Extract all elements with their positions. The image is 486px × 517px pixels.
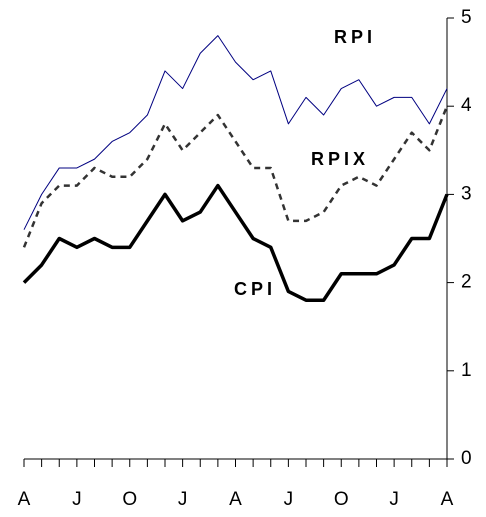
series-line [22,183,449,302]
series-line [23,35,448,230]
series-line [22,105,449,248]
y-tick-label: 0 [461,448,472,469]
x-tick-label: J [178,489,188,510]
series-label: RPIX [311,149,369,169]
series-label: CPI [234,279,276,299]
x-tick-label: A [441,489,454,510]
x-tick-label: J [72,489,82,510]
x-tick-label: J [389,489,399,510]
x-tick-label: J [284,489,294,510]
y-tick-label: 1 [461,360,472,381]
y-tick-label: 3 [461,183,472,204]
y-tick-label: 5 [461,7,472,28]
x-tick-label: O [122,489,137,510]
series-label: RPI [334,27,376,47]
y-tick-label: 2 [461,272,472,293]
x-tick-label: O [334,489,349,510]
x-tick-label: A [229,489,242,510]
x-tick-label: A [18,489,31,510]
y-tick-label: 4 [461,95,472,116]
